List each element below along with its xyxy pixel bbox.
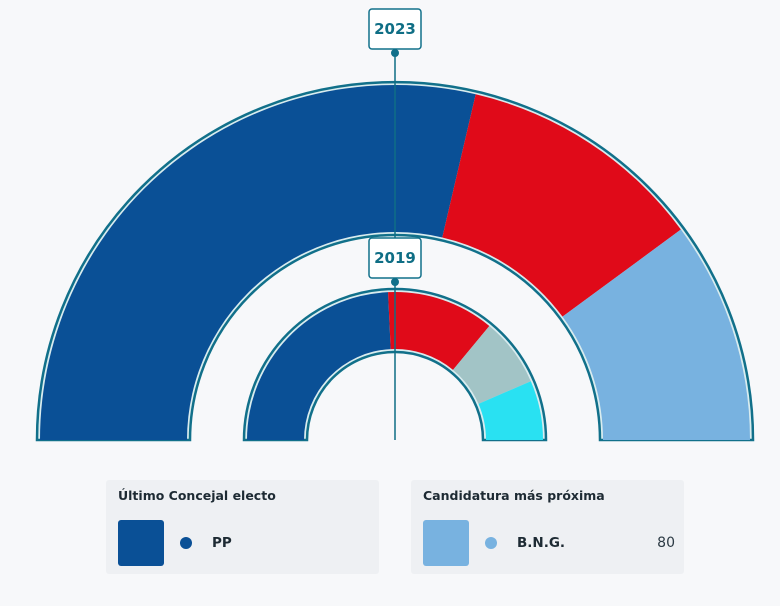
next-candidate-swatch: [423, 520, 469, 566]
next-candidate-party: B.N.G.: [517, 535, 566, 551]
last-elected-swatch: [118, 520, 164, 566]
year-label-2019: 2019: [374, 249, 416, 267]
ring-2023-segment-2: [562, 229, 750, 440]
ring-2019-segment-1: [388, 292, 490, 370]
last-elected-card: Último Concejal electo PP: [106, 480, 379, 574]
rings-layer: [35, 80, 755, 442]
ring-2019-segment-2: [453, 325, 531, 404]
parliament-chart: 2023 2019: [35, 8, 755, 442]
year-labels: 2023 2019: [368, 8, 422, 286]
year-label-2023: 2023: [374, 20, 416, 38]
next-candidate-title: Candidatura más próxima: [423, 488, 605, 503]
ring-2019-segment-3: [478, 381, 543, 440]
last-elected-dot-icon: [180, 537, 192, 549]
year-marker-dot-2023: [391, 49, 399, 57]
last-elected-party: PP: [212, 535, 232, 551]
year-marker-dot-2019: [391, 278, 399, 286]
next-candidate-dot-icon: [485, 537, 497, 549]
ring-2023-segment-1: [442, 94, 681, 317]
next-candidate-card: Candidatura más próxima B.N.G. 80: [411, 480, 684, 574]
ring-2019-segment-0: [247, 292, 391, 440]
ring-2023-segment-0: [40, 84, 476, 440]
next-candidate-votes: 80: [657, 535, 675, 551]
last-elected-title: Último Concejal electo: [118, 488, 276, 503]
